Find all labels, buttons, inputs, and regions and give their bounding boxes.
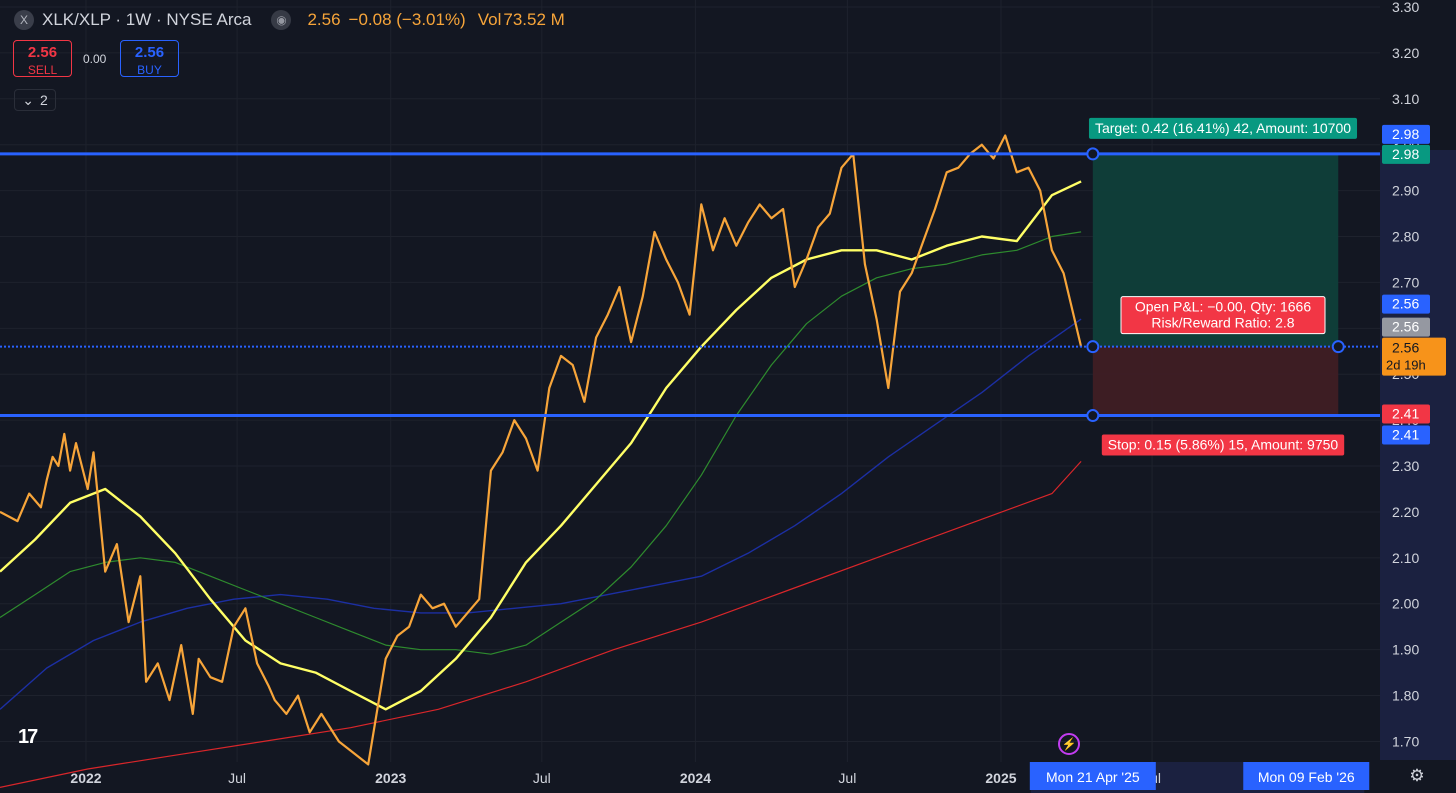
- symbol-header: X XLK/XLP · 1W · NYSE Arca ◉ 2.56 −0.08 …: [14, 9, 565, 31]
- badge-target-top: 2.98: [1392, 126, 1419, 142]
- y-tick-label: 2.70: [1392, 274, 1419, 290]
- series-price: [0, 134, 1083, 766]
- x-tick-label: Jul: [228, 770, 246, 786]
- x-tick-label: 2025: [985, 770, 1016, 786]
- stop-label-bg: [1101, 434, 1345, 456]
- date-badge-end-bg: [1243, 762, 1370, 790]
- price-change: −0.08 (−3.01%): [348, 10, 466, 29]
- sell-label: SELL: [27, 63, 58, 77]
- y-tick-label: 2.20: [1392, 504, 1419, 520]
- series-ma-red: [0, 460, 1082, 788]
- badge-stop-red: 2.41: [1392, 406, 1419, 422]
- badge-target-green-bg: [1382, 144, 1430, 164]
- pnl-label-bg: [1120, 296, 1326, 335]
- y-tick-label: 2.10: [1392, 550, 1419, 566]
- x-tick-label: Jul: [838, 770, 856, 786]
- spread-value: 0.00: [83, 52, 107, 66]
- eye-icon[interactable]: ◉: [271, 10, 292, 30]
- date-badge-start-bg: [1029, 762, 1156, 790]
- series-ma-navy: [0, 318, 1082, 710]
- buy-label: BUY: [137, 63, 162, 77]
- x-axis: 2022Jul2023Jul2024Jul2025JulMon 21 Apr '…: [70, 762, 1370, 793]
- lightning-icon[interactable]: ⚡: [1058, 733, 1080, 755]
- x-tick-label: 2024: [680, 770, 711, 786]
- badge-stop-red-bg: [1382, 404, 1430, 424]
- badge-ma-gray-bg: [1382, 317, 1430, 337]
- date-badge-end: Mon 09 Feb '26: [1258, 769, 1355, 785]
- badge-stop-blue-bg: [1382, 425, 1430, 445]
- buy-price: 2.56: [134, 44, 165, 61]
- pnl-label: Open P&L: −0.00, Qty: 1666: [1135, 299, 1311, 315]
- symbol-icon[interactable]: X: [14, 10, 34, 30]
- gear-icon[interactable]: ⚙: [1409, 766, 1425, 785]
- drag-handle: [1331, 340, 1345, 354]
- badge-ma-gray: 2.56: [1392, 319, 1419, 335]
- x-tick-label: Jul: [533, 770, 551, 786]
- badge-ma-navy: 2.56: [1392, 296, 1419, 312]
- chevron-down-icon: ⌄: [22, 91, 34, 108]
- position-zones: [1092, 153, 1339, 416]
- y-tick-label: 2.00: [1392, 596, 1419, 612]
- y-tick-label: 1.90: [1392, 642, 1419, 658]
- tradingview-logo[interactable]: 17: [18, 726, 38, 748]
- stop-label: Stop: 0.15 (5.86%) 15, Amount: 9750: [1108, 437, 1339, 453]
- date-badge-start: Mon 21 Apr '25: [1046, 769, 1140, 785]
- series-lines: [0, 134, 1083, 788]
- y-tick-label: 3.30: [1392, 0, 1419, 15]
- drag-handle: [1086, 147, 1100, 161]
- series-ma-yellow: [0, 180, 1082, 711]
- y-tick-label: 2.80: [1392, 229, 1419, 245]
- x-tick-label: 2023: [375, 770, 406, 786]
- target-label-bg: [1088, 117, 1358, 139]
- buy-button[interactable]: 2.56 BUY: [120, 40, 179, 77]
- last-price: 2.56: [307, 10, 341, 29]
- rr-label: Risk/Reward Ratio: 2.8: [1151, 315, 1294, 331]
- position-labels: Target: 0.42 (16.41%) 42, Amount: 10700 S…: [1088, 117, 1358, 456]
- level-lines: [0, 147, 1380, 423]
- badge-stop-blue: 2.41: [1392, 427, 1419, 443]
- stop-zone: [1092, 346, 1339, 416]
- y-tick-label: 1.80: [1392, 688, 1419, 704]
- y-tick-label: 2.90: [1392, 183, 1419, 199]
- y-tick-label: 3.20: [1392, 45, 1419, 61]
- drag-handle: [1086, 340, 1100, 354]
- y-tick-label: 2.30: [1392, 458, 1419, 474]
- y-tick-label: 1.70: [1392, 733, 1419, 749]
- badge-current-price: 2.56: [1392, 340, 1419, 356]
- volume-value: 73.52 M: [503, 10, 565, 29]
- volume-label: Vol: [477, 10, 502, 29]
- badge-countdown: 2d 19h: [1386, 358, 1426, 373]
- badge-target-top-bg: [1382, 124, 1430, 144]
- symbol-title[interactable]: XLK/XLP · 1W · NYSE Arca: [42, 10, 252, 29]
- sell-price: 2.56: [27, 44, 58, 61]
- y-axis-highlight: [1380, 150, 1456, 760]
- y-tick-label: 3.10: [1392, 91, 1419, 107]
- drag-handle: [1086, 409, 1100, 423]
- target-label: Target: 0.42 (16.41%) 42, Amount: 10700: [1095, 120, 1351, 136]
- indicators-count: 2: [39, 92, 48, 108]
- indicators-toggle-button[interactable]: ⌄ 2: [14, 89, 56, 111]
- sell-button[interactable]: 2.56 SELL: [13, 40, 72, 77]
- badge-current-bg: [1382, 337, 1446, 376]
- x-tick-label: 2022: [70, 770, 101, 786]
- badge-ma-navy-bg: [1382, 294, 1430, 314]
- badge-target-green: 2.98: [1392, 146, 1419, 162]
- series-ma-green: [0, 231, 1082, 655]
- y-axis: 3.303.203.103.002.902.802.702.602.502.40…: [1380, 0, 1456, 793]
